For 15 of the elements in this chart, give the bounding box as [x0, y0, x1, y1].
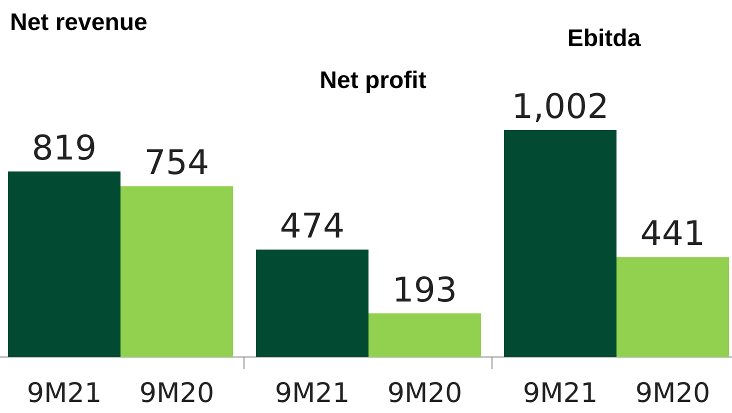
x-tick-label: 9M20 — [635, 378, 710, 409]
data-label: 1,002 — [512, 87, 609, 127]
x-tick-label: 9M20 — [139, 378, 214, 409]
data-label: 819 — [32, 128, 97, 168]
data-label: 754 — [144, 143, 210, 184]
chart-title: Ebitda — [567, 25, 642, 52]
x-tick-label: 9M21 — [274, 378, 350, 409]
x-tick-label: 9M21 — [522, 378, 598, 409]
chart-title: Net profit — [320, 67, 426, 94]
x-tick-label: 9M20 — [387, 378, 462, 409]
chart-title: Net revenue — [10, 9, 148, 36]
data-label: 441 — [640, 214, 706, 254]
data-label: 193 — [392, 270, 458, 310]
data-label: 474 — [280, 206, 345, 247]
x-tick-label: 9M21 — [26, 378, 102, 409]
